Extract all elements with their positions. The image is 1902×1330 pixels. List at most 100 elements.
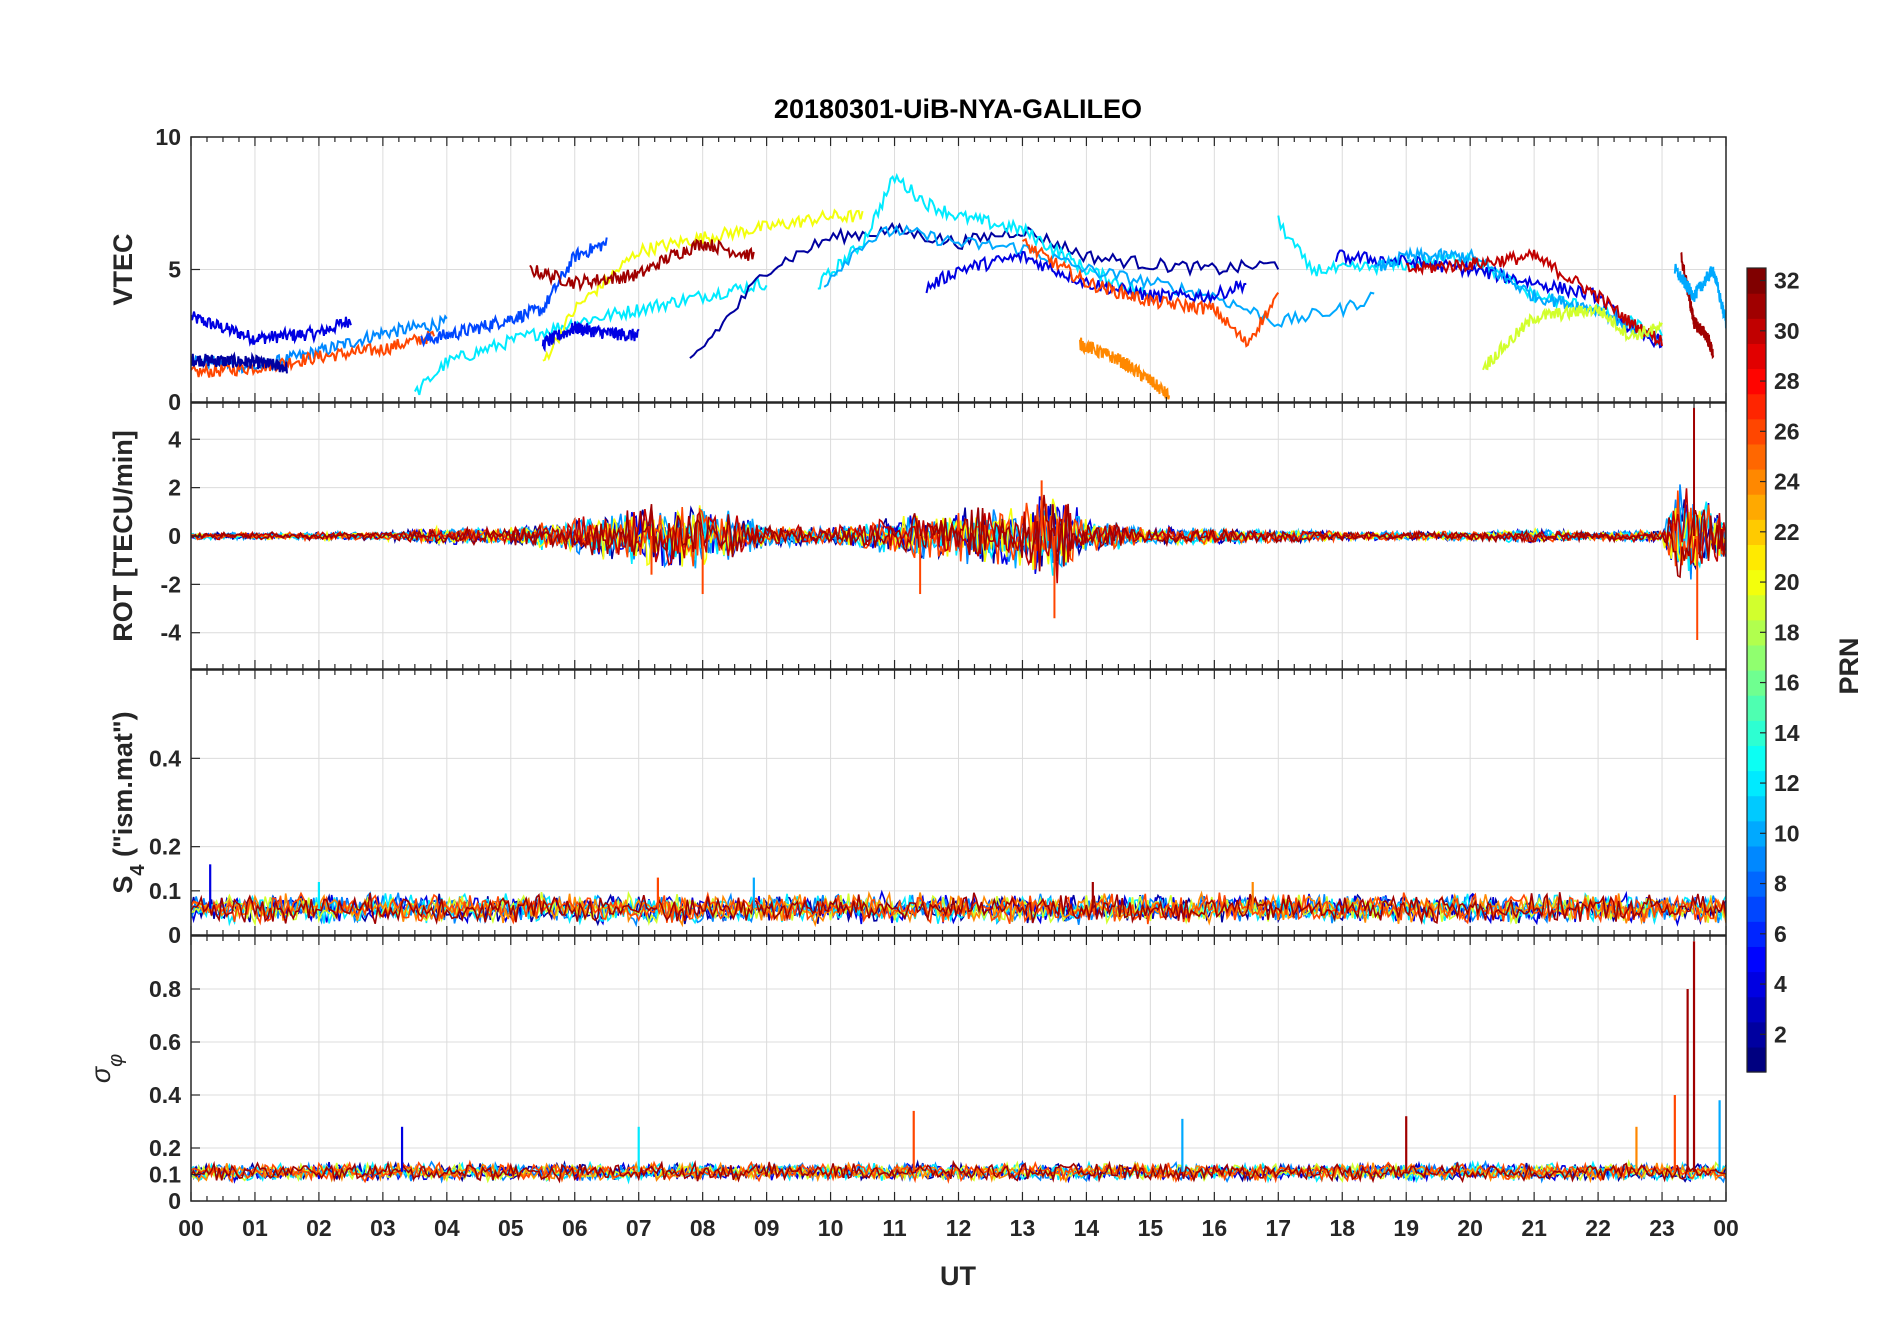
y-tick-label: -4: [161, 620, 182, 646]
colorbar-tick-label: 6: [1774, 921, 1787, 947]
chart-title: 20180301-UiB-NYA-GALILEO: [774, 94, 1142, 124]
colorbar-segment: [1747, 745, 1766, 772]
x-tick-label: 13: [1010, 1215, 1036, 1241]
y-tick-label: 0.1: [149, 1162, 181, 1188]
colorbar-tick-label: 12: [1774, 770, 1800, 796]
colorbar-segment: [1747, 971, 1766, 998]
vtec-series-prn-26: [1021, 237, 1280, 348]
x-tick-label: 22: [1585, 1215, 1611, 1241]
colorbar-tick-label: 26: [1774, 418, 1800, 444]
y-label-main: S: [108, 876, 138, 894]
x-tick-label: 01: [242, 1215, 268, 1241]
x-tick-label: 05: [498, 1215, 524, 1241]
vtec-y-axis-label: VTEC: [108, 233, 138, 305]
x-tick-label: 10: [818, 1215, 844, 1241]
y-tick-label: 5: [168, 257, 181, 283]
s4-series-prn-31: [191, 892, 1726, 926]
colorbar-tick-label: 28: [1774, 368, 1800, 394]
series-group: [191, 941, 1726, 1185]
sigma-panel: 00.10.2 0.4 0.6 0.8 σφ 00 01 02 03 04 05 06 07 08 09 10…: [86, 935, 1739, 1241]
vtec-series-prn-30: [1405, 248, 1663, 347]
x-tick-label: 17: [1265, 1215, 1291, 1241]
colorbar-segment: [1747, 921, 1766, 947]
vtec-series-prn-2: [689, 221, 1280, 359]
colorbar-segment: [1747, 368, 1766, 395]
x-tick-label: 21: [1521, 1215, 1547, 1241]
vtec-series-prn-24: [1079, 337, 1171, 400]
y-tick-label: 10: [155, 124, 181, 150]
vtec-series-prn-4: [191, 311, 352, 347]
rot-y-axis-label: ROT [TECU/min]: [108, 430, 138, 641]
colorbar-segment: [1747, 845, 1766, 872]
y-tick-label: 4: [168, 426, 181, 452]
colorbar-segment: [1747, 469, 1766, 495]
colorbar-segment: [1747, 393, 1766, 420]
series-group: [191, 407, 1726, 640]
colorbar-segment: [1747, 946, 1766, 973]
colorbar-segment: [1747, 343, 1766, 370]
y-label-main: σ: [86, 1065, 116, 1083]
s4-panel: 0 0.1 0.2 0.4S4 ("ism.mat"): [108, 669, 1727, 948]
colorbar-frame: [1746, 267, 1767, 1073]
x-tick-label: 18: [1329, 1215, 1355, 1241]
x-tick-label: 23: [1649, 1215, 1675, 1241]
y-tick-label: 0.6: [149, 1029, 181, 1055]
vtec-series-prn-20: [542, 208, 864, 362]
colorbar-segment: [1747, 569, 1766, 596]
colorbar-tick-label: 30: [1774, 318, 1800, 344]
x-tick-label: 15: [1138, 1215, 1164, 1241]
rot-series-prn-31: [191, 494, 1726, 579]
colorbar-segment: [1747, 494, 1766, 520]
colorbar-segment: [1747, 795, 1766, 822]
x-tick-label: 09: [754, 1215, 780, 1241]
colorbar-tick-label: 22: [1774, 519, 1800, 545]
x-tick-label: 06: [562, 1215, 588, 1241]
colorbar-segment: [1747, 519, 1766, 545]
colorbar-segment: [1747, 695, 1766, 721]
colorbar-segment: [1747, 644, 1766, 671]
y-tick-label: 0: [168, 922, 181, 948]
x-tick-label: 11: [882, 1215, 907, 1241]
colorbar-segment: [1747, 670, 1766, 696]
vtec-series-prn-7: [420, 237, 608, 348]
colorbar-tick-label: 20: [1774, 569, 1800, 595]
y-tick-label: 0: [168, 1188, 181, 1214]
colorbar-tick-label: 32: [1774, 268, 1800, 294]
vtec-series-prn-10: [1673, 263, 1726, 329]
y-tick-label: 0.4: [149, 745, 181, 771]
vtec-series-prn-10: [823, 224, 1375, 328]
sigma-y-axis-label: σφ: [86, 1054, 127, 1083]
x-tick-label: 04: [434, 1215, 460, 1241]
y-tick-label: 0.2: [149, 1135, 181, 1161]
colorbar-segment: [1747, 418, 1766, 445]
y-tick-label: -2: [161, 571, 181, 597]
colorbar-segment: [1747, 1021, 1766, 1048]
y-label-rest: ("ism.mat"): [108, 711, 138, 864]
sigma-series-prn-31: [191, 1159, 1726, 1184]
vtec-panel: 0 5 10 VTEC: [108, 124, 1727, 415]
colorbar-tick-label: 24: [1774, 469, 1800, 495]
rot-panel: -4 -2 0 2 4 ROT [TECU/min]: [108, 402, 1727, 670]
y-tick-label: 0.2: [149, 834, 181, 860]
s4-y-axis-label: S4 ("ism.mat"): [108, 711, 149, 893]
vtec-series-prn-4: [925, 250, 1247, 306]
y-tick-label: 0.8: [149, 976, 181, 1002]
colorbar-segment: [1747, 619, 1766, 646]
colorbar-segment: [1747, 720, 1766, 746]
colorbar-segment: [1747, 318, 1766, 344]
colorbar-tick-label: 14: [1774, 720, 1800, 746]
vtec-series-prn-26: [191, 330, 435, 378]
colorbar-tick-label: 18: [1774, 619, 1800, 645]
vtec-series-prn-2: [191, 351, 288, 374]
y-tick-label: 0: [168, 523, 181, 549]
y-label-subscript: φ: [105, 1054, 127, 1067]
x-tick-label: 20: [1457, 1215, 1483, 1241]
colorbar-tick-label: 8: [1774, 871, 1787, 897]
x-tick-label: 02: [306, 1215, 332, 1241]
colorbar-tick-label: 10: [1774, 820, 1800, 846]
x-tick-label: 12: [946, 1215, 972, 1241]
y-tick-label: 0.1: [149, 878, 181, 904]
colorbar-label: PRN: [1834, 637, 1864, 694]
colorbar-segment: [1747, 544, 1766, 571]
